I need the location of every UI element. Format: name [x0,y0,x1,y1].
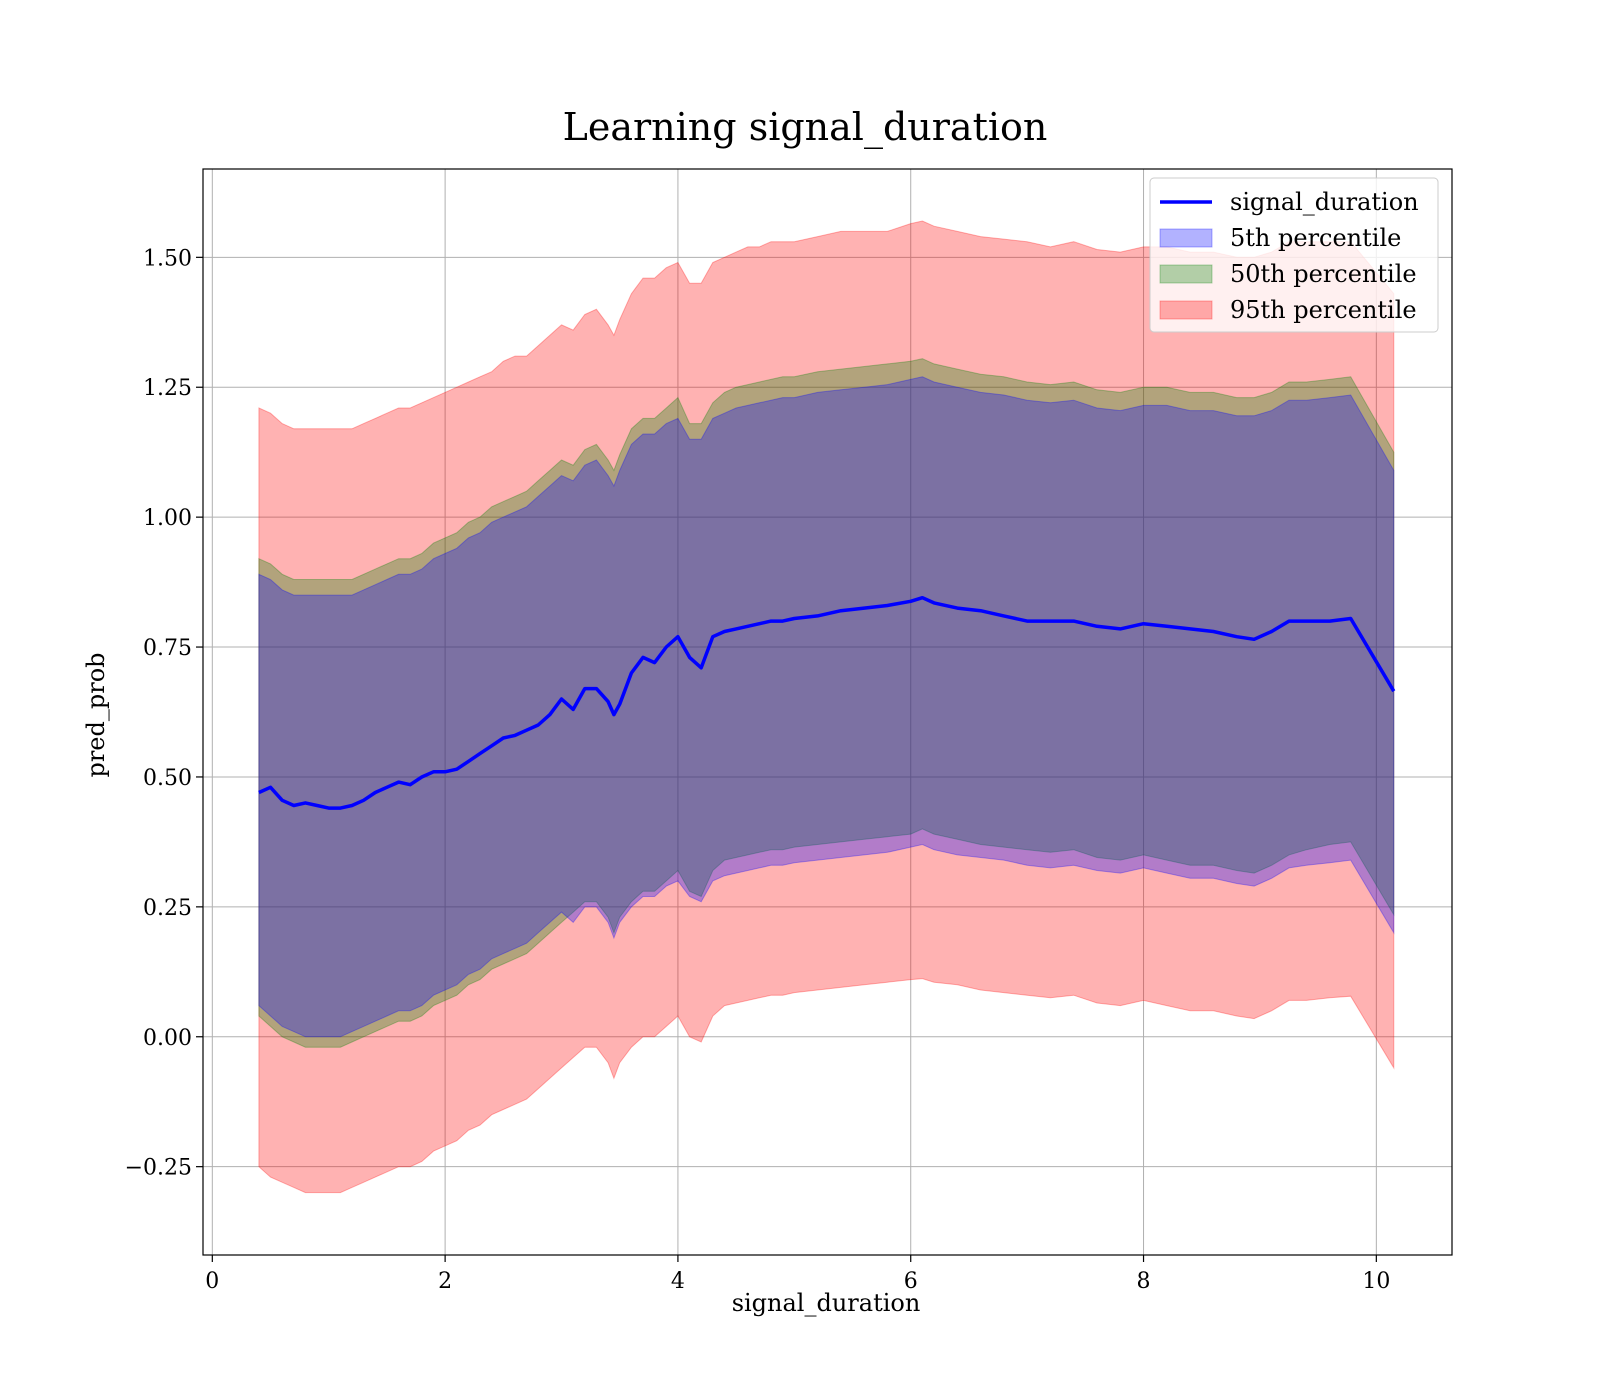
legend-band-swatch [1159,264,1213,284]
y-tick-label: 0.25 [143,896,192,921]
legend-label: 50th percentile [1230,260,1417,288]
legend: signal_duration 5th percentile 50th percen… [1149,177,1439,333]
y-tick-label: 0.50 [143,766,192,791]
legend-label: 5th percentile [1230,224,1401,252]
y-tick-label: 1.50 [143,246,192,271]
y-tick-label: 0.00 [143,1026,192,1051]
y-tick-label: −0.25 [125,1156,192,1181]
line-signal_duration [258,595,1396,810]
percentile-bands [258,220,1395,1194]
legend-band-swatch [1159,300,1213,320]
y-tick-label: 0.75 [143,636,192,661]
x-axis-ticks: 0 2 4 6 8 10 [205,1255,1390,1294]
legend-band-swatch [1159,228,1213,248]
x-tick-label: 4 [671,1269,685,1294]
x-tick-label: 6 [904,1269,918,1294]
x-tick-label: 2 [438,1269,452,1294]
x-tick-label: 0 [205,1269,219,1294]
y-tick-label: 1.00 [143,506,192,531]
plot-frame [202,168,1453,1256]
band-95th-percentile [258,220,1395,1194]
band-50th-percentile [258,358,1395,1048]
x-tick-label: 10 [1362,1269,1390,1294]
legend-label: signal_duration [1230,188,1419,216]
y-axis-label: pred_prob [82,652,110,777]
band-5th-percentile [258,376,1395,1038]
x-axis-label: signal_duration [732,1289,921,1317]
series-line [258,595,1396,810]
legend-label: 95th percentile [1230,296,1417,324]
y-axis-ticks: −0.25 0.00 0.25 0.50 0.75 1.00 1.25 1.50 [125,246,203,1181]
chart-title: Learning signal_duration [563,105,1048,150]
x-tick-label: 8 [1137,1269,1151,1294]
y-tick-label: 1.25 [143,376,192,401]
legend-box [1149,177,1439,333]
